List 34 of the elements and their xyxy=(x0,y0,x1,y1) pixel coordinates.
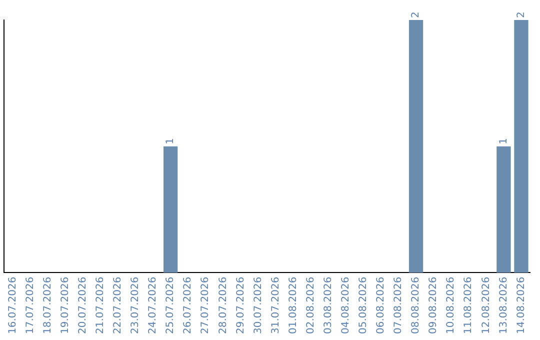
x-tick-label: 14.08.2026 xyxy=(516,276,527,334)
x-tick-label: 03.08.2026 xyxy=(322,276,334,334)
x-tick-label: 08.08.2026 xyxy=(410,276,422,334)
x-tick-label: 13.08.2026 xyxy=(498,276,510,334)
x-tick-label: 31.07.2026 xyxy=(270,276,282,334)
x-tick-label: 05.08.2026 xyxy=(358,276,370,334)
x-tick-label: 04.08.2026 xyxy=(340,276,352,334)
data-label: 2 xyxy=(516,12,527,18)
x-tick-label: 19.07.2026 xyxy=(60,276,71,334)
x-tick-label: 01.08.2026 xyxy=(288,276,299,334)
x-tick-label: 06.08.2026 xyxy=(376,276,387,334)
x-tick-label: 29.07.2026 xyxy=(235,276,246,334)
x-tick-label: 16.07.2026 xyxy=(7,276,18,334)
x-tick-label: 10.08.2026 xyxy=(446,276,457,334)
data-label: 1 xyxy=(165,138,176,144)
x-tick-label: 24.07.2026 xyxy=(148,276,159,334)
data-label: 1 xyxy=(498,138,510,144)
x-tick-label: 22.07.2026 xyxy=(112,276,124,334)
x-tick-label: 28.07.2026 xyxy=(218,276,229,334)
x-tick-label: 18.07.2026 xyxy=(42,276,54,334)
x-tick-label: 11.08.2026 xyxy=(463,276,474,334)
x-tick-label: 23.07.2026 xyxy=(130,276,142,334)
x-tick-label: 21.07.2026 xyxy=(95,276,106,334)
x-tick-label: 07.08.2026 xyxy=(393,276,404,334)
x-tick-label: 26.07.2026 xyxy=(182,276,194,334)
x-tick-label: 09.08.2026 xyxy=(428,276,440,334)
x-tick-label: 17.07.2026 xyxy=(24,276,36,334)
data-label: 2 xyxy=(410,12,422,18)
x-tick-label: 20.07.2026 xyxy=(77,276,88,334)
x-tick-label: 25.07.2026 xyxy=(165,276,176,334)
x-tick-label: 27.07.2026 xyxy=(200,276,212,334)
x-tick-label: 30.07.2026 xyxy=(252,276,264,334)
x-tick-label: 02.08.2026 xyxy=(305,276,316,334)
x-tick-label: 12.08.2026 xyxy=(480,276,492,334)
